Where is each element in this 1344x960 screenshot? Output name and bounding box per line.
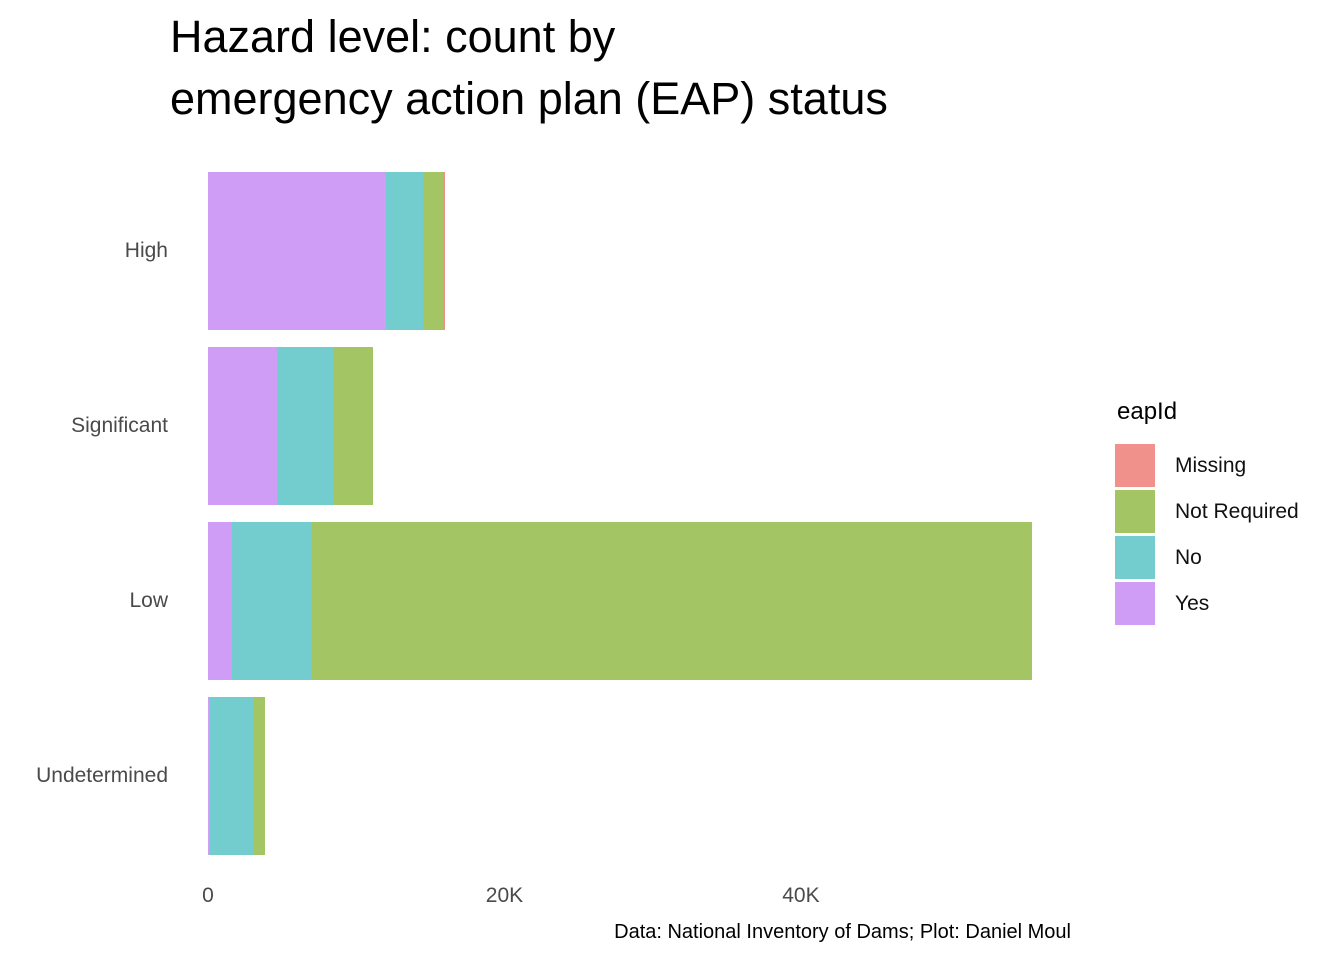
legend-swatch-missing xyxy=(1115,444,1155,487)
x-axis-tick-20k: 20K xyxy=(485,884,524,907)
bar-segment-not-required xyxy=(253,696,266,855)
y-axis-label-significant: Significant xyxy=(71,413,168,437)
y-axis-label-undetermined: Undetermined xyxy=(36,763,168,787)
bar-segment-no xyxy=(231,521,312,680)
bar-segment-yes xyxy=(208,521,232,680)
legend-entries: Missing Not Required No Yes xyxy=(1115,444,1299,625)
bar-segment-yes xyxy=(208,171,386,330)
plot-panel xyxy=(208,163,1090,863)
legend-entry-no: No xyxy=(1115,536,1299,579)
legend-swatch-yes xyxy=(1115,582,1155,625)
bar-segment-no xyxy=(210,696,254,855)
bar-segment-no xyxy=(276,346,334,505)
legend-label: Not Required xyxy=(1175,499,1299,523)
chart-title: Hazard level: count by emergency action … xyxy=(170,11,888,124)
legend-entry-yes: Yes xyxy=(1115,582,1299,625)
y-axis-label-high: High xyxy=(124,238,168,262)
bar-row-low xyxy=(208,521,1090,680)
legend-label: Missing xyxy=(1175,453,1247,477)
legend-title: eapId xyxy=(1117,398,1178,425)
bar-segment-not-required xyxy=(333,346,374,505)
bar-row-significant xyxy=(208,346,1090,505)
bar-segment-yes xyxy=(208,696,211,855)
y-axis-label-low: Low xyxy=(129,588,168,612)
caption: Data: National Inventory of Dams; Plot: … xyxy=(614,921,1071,943)
legend-label: Yes xyxy=(1175,591,1210,615)
legend-swatch-not-required xyxy=(1115,490,1155,533)
legend-entry-not-required: Not Required xyxy=(1115,490,1299,533)
legend-entry-missing: Missing xyxy=(1115,444,1299,487)
bar-segment-yes xyxy=(208,346,277,505)
legend: eapId Missing Not Required No Yes xyxy=(1115,398,1299,625)
bar-row-high xyxy=(208,171,1090,330)
x-axis-tick-40k: 40K xyxy=(782,884,820,907)
x-axis-tick-0: 0 xyxy=(202,884,214,907)
bar-segment-not-required xyxy=(311,521,1033,680)
bar-segment-not-required xyxy=(422,171,443,330)
bar-segment-no xyxy=(385,171,423,330)
legend-swatch-no xyxy=(1115,536,1155,579)
bar-segment-missing xyxy=(442,171,446,330)
legend-label: No xyxy=(1175,545,1202,569)
bar-row-undetermined xyxy=(208,696,1090,855)
